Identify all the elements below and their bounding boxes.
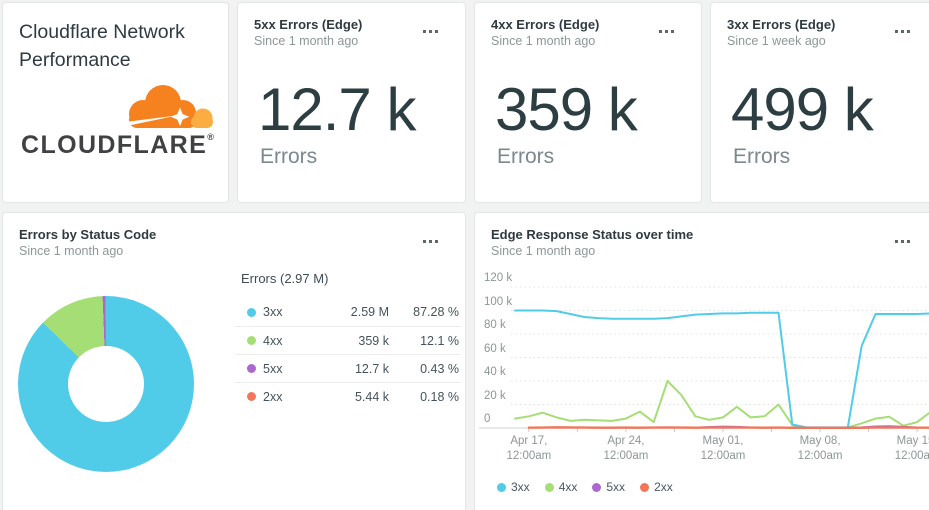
series-value: 359 k: [358, 333, 389, 348]
table-row[interactable]: 3xx 2.59 M 87.28 %: [235, 298, 461, 326]
cloudflare-logo: CLOUDFLARE®: [20, 80, 217, 158]
billboard-unit: Errors: [733, 145, 791, 168]
series-dot: [247, 336, 256, 345]
x-axis-tick-label: May 15, 12:00am: [894, 435, 929, 462]
series-percent: 12.1 %: [420, 333, 459, 348]
x-axis-tick-label: May 01, 12:00am: [700, 435, 746, 462]
series-value: 2.59 M: [350, 305, 389, 319]
legend-item-3xx[interactable]: 3xx: [497, 480, 530, 494]
billboard-card-4xx-errors: 4xx Errors (Edge) Since 1 month ago 359 …: [474, 2, 702, 203]
card-title: Edge Response Status over time: [491, 227, 694, 242]
legend-item-5xx[interactable]: 5xx: [592, 480, 625, 494]
card-title: 4xx Errors (Edge): [491, 17, 600, 32]
card-time-range: Since 1 month ago: [491, 34, 596, 48]
card-menu-button[interactable]: [420, 27, 441, 36]
legend-item-4xx[interactable]: 4xx: [544, 480, 578, 494]
legend-label: 5xx: [606, 480, 626, 494]
billboard-unit: Errors: [497, 145, 555, 168]
cloudflare-cloud-icon: [117, 85, 213, 128]
series-line-4xx: [514, 380, 929, 429]
dashboard-title: Cloudflare Network Performance: [19, 21, 185, 71]
series-value: 12.7 k: [354, 361, 389, 376]
legend-dot: [544, 482, 554, 492]
card-time-range: Since 1 month ago: [19, 244, 124, 258]
card-menu-button[interactable]: [892, 27, 913, 36]
y-axis-tick-label: 20 k: [484, 389, 506, 402]
card-menu-button[interactable]: [420, 237, 441, 246]
series-label: 5xx: [263, 361, 283, 376]
series-percent: 87.28 %: [413, 305, 459, 319]
billboard-value: 499 k: [731, 76, 874, 143]
card-time-range: Since 1 month ago: [491, 244, 596, 258]
legend-dot: [592, 482, 602, 492]
y-axis-tick-label: 40 k: [484, 366, 506, 378]
pie-card-errors-by-status: Errors by Status Code Since 1 month ago …: [2, 212, 466, 510]
legend-dot: [640, 482, 650, 492]
series-dot: [247, 307, 256, 317]
series-line-2xx: [527, 426, 929, 430]
series-line-3xx: [514, 309, 929, 429]
y-axis-tick-label: 60 k: [484, 342, 506, 355]
cloudflare-wordmark: CLOUDFLARE®: [21, 131, 214, 159]
billboard-unit: Errors: [260, 145, 318, 168]
series-label: 4xx: [263, 333, 283, 348]
series-label: 2xx: [263, 389, 283, 404]
pie-legend-table: Errors (2.97 M) 3xx 2.59 M 87.28 % 4xx 359 k…: [235, 271, 461, 410]
pie-table-rows: 3xx 2.59 M 87.28 % 4xx 359 k 12.1 % 5xx 12.7 k 0…: [235, 298, 461, 410]
x-axis-tick-label: Apr 24, 12:00am: [603, 435, 649, 462]
series-dot: [247, 392, 256, 401]
pie-table-header: Errors (2.97 M): [241, 271, 329, 286]
card-time-range: Since 1 week ago: [727, 34, 826, 48]
series-dot: [247, 364, 256, 373]
billboard-value: 12.7 k: [258, 76, 416, 143]
billboard-value: 359 k: [495, 76, 638, 143]
donut-chart[interactable]: [18, 296, 194, 472]
series-percent: 0.43 %: [420, 361, 459, 376]
table-row[interactable]: 4xx 359 k 12.1 %: [235, 326, 461, 354]
y-axis-tick-label: 120 k: [484, 272, 513, 284]
timeseries-card-edge-response-status: Edge Response Status over time Since 1 m…: [474, 212, 929, 510]
y-axis-tick-label: 80 k: [484, 319, 506, 331]
y-axis-tick-label: 0: [484, 413, 491, 425]
billboard-card-3xx-errors: 3xx Errors (Edge) Since 1 week ago 499 k…: [710, 2, 929, 203]
series-label: 3xx: [263, 305, 283, 319]
legend-item-2xx[interactable]: 2xx: [640, 480, 673, 494]
y-axis-tick-label: 100 k: [484, 295, 513, 308]
card-menu-button[interactable]: [656, 27, 677, 36]
card-time-range: Since 1 month ago: [254, 34, 359, 48]
legend-dot: [497, 482, 506, 492]
line-chart-plot[interactable]: [475, 213, 929, 510]
x-axis-tick-label: Apr 17, 12:00am: [506, 435, 552, 462]
table-row[interactable]: 2xx 5.44 k 0.18 %: [235, 382, 461, 410]
series-value: 5.44 k: [354, 389, 389, 404]
card-title: Errors by Status Code: [19, 227, 157, 242]
legend-label: 4xx: [558, 480, 578, 494]
table-row[interactable]: 5xx 12.7 k 0.43 %: [235, 354, 461, 382]
x-axis-tick-label: May 08, 12:00am: [797, 435, 843, 462]
chart-legend: 3xx 4xx 5xx 2xx: [497, 480, 673, 494]
brand-card: Cloudflare Network Performance CLOUDFLAR…: [2, 2, 229, 203]
series-percent: 0.18 %: [420, 389, 459, 404]
legend-label: 3xx: [511, 480, 530, 494]
card-menu-button[interactable]: [892, 237, 913, 246]
card-title: 5xx Errors (Edge): [254, 17, 363, 32]
billboard-card-5xx-errors: 5xx Errors (Edge) Since 1 month ago 12.7…: [237, 2, 466, 203]
card-title: 3xx Errors (Edge): [727, 17, 836, 32]
legend-label: 2xx: [654, 480, 673, 494]
